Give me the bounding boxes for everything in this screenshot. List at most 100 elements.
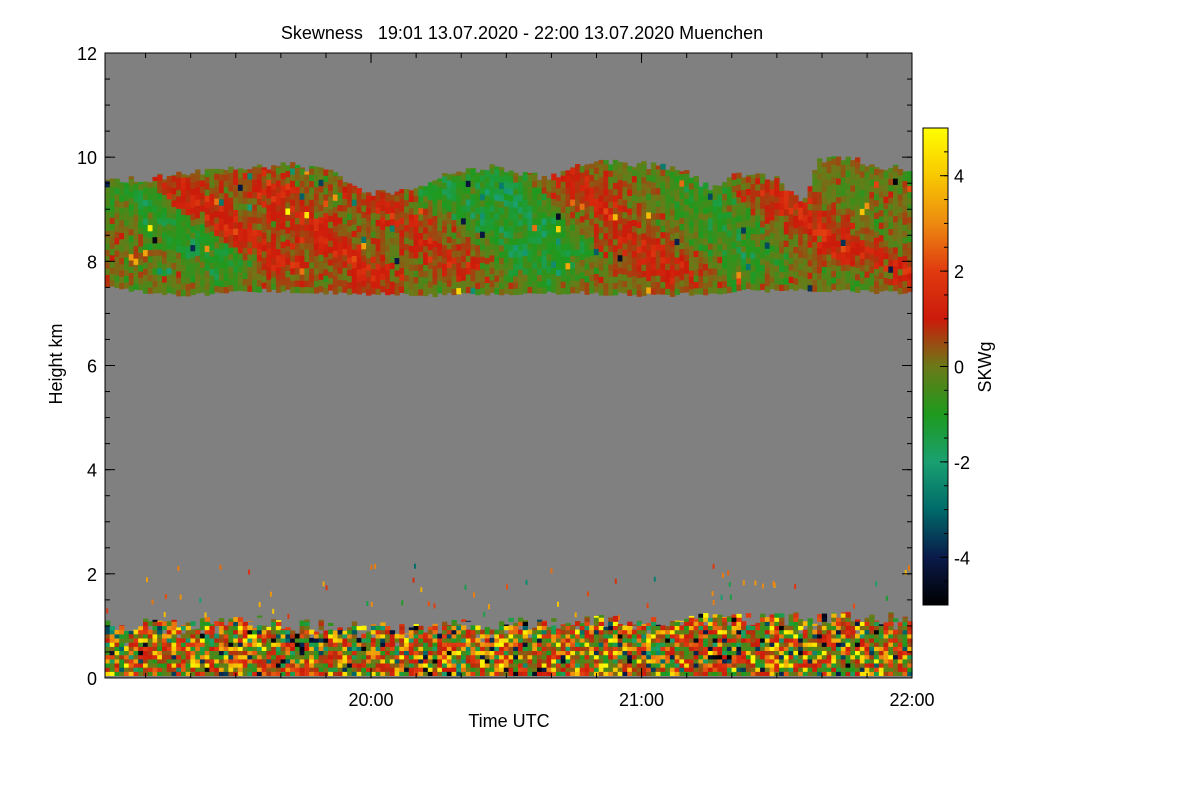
cirrus-cell: [807, 265, 813, 273]
boundary-layer-cell: [570, 633, 576, 639]
boundary-layer-cell: [166, 621, 172, 626]
boundary-layer-cell: [731, 625, 737, 631]
cirrus-cell: [204, 214, 210, 221]
boundary-layer-cell: [399, 667, 405, 672]
boundary-layer-cell: [247, 658, 253, 664]
cirrus-cell: [484, 276, 491, 283]
boundary-layer-cell: [408, 637, 415, 643]
cirrus-cell: [859, 202, 866, 209]
cirrus-cell: [522, 255, 528, 263]
cirrus-cell: [285, 183, 291, 190]
cirrus-cell: [181, 276, 187, 284]
cirrus-cell: [181, 233, 187, 240]
boundary-layer-cell: [299, 662, 305, 668]
boundary-layer-cell: [579, 671, 585, 676]
cirrus-cell: [741, 258, 747, 265]
cirrus-cell: [845, 207, 851, 215]
cirrus-cell: [157, 211, 163, 219]
cirrus-cell: [907, 171, 913, 174]
boundary-layer-cell: [622, 642, 628, 647]
boundary-layer-cell: [584, 633, 590, 639]
boundary-layer-cell: [494, 662, 500, 668]
cirrus-cell: [494, 166, 500, 170]
boundary-layer-cell: [242, 662, 248, 668]
boundary-layer-cell: [726, 667, 733, 672]
cirrus-cell: [584, 213, 590, 220]
boundary-layer-cell: [451, 625, 457, 631]
cirrus-cell: [608, 182, 614, 190]
boundary-layer-cell: [684, 625, 690, 631]
cirrus-cell: [878, 209, 885, 217]
boundary-layer-cell: [688, 667, 695, 672]
cirrus-cell: [309, 193, 315, 200]
cirrus-cell: [527, 248, 533, 256]
boundary-layer-cell: [124, 637, 130, 643]
cirrus-cell: [902, 171, 908, 175]
boundary-layer-cell: [185, 646, 191, 651]
cirrus-cell: [138, 239, 144, 247]
cirrus-cell: [152, 236, 158, 244]
cirrus-cell: [499, 257, 505, 264]
cirrus-cell: [684, 217, 690, 224]
cirrus-cell: [745, 200, 752, 208]
cirrus-cell: [878, 272, 885, 279]
cirrus-cell: [294, 236, 301, 243]
cirrus-cell: [556, 181, 562, 189]
cirrus-cell: [731, 222, 737, 230]
boundary-layer-cell: [684, 667, 690, 672]
boundary-layer-cell: [199, 637, 206, 643]
cirrus-cell: [133, 208, 139, 215]
boundary-layer-cell: [636, 654, 642, 660]
cirrus-cell: [470, 224, 476, 232]
boundary-layer-cell: [370, 658, 377, 664]
boundary-layer-cell: [275, 654, 282, 660]
boundary-layer-cell: [389, 633, 396, 639]
boundary-layer-cell: [237, 621, 244, 626]
boundary-layer-cell: [522, 637, 528, 643]
cirrus-cell: [304, 199, 310, 206]
cirrus-cell: [218, 217, 225, 225]
cirrus-cell: [133, 214, 139, 222]
cirrus-cell: [380, 190, 386, 193]
boundary-layer-cell: [565, 671, 571, 676]
cirrus-cell: [242, 222, 248, 229]
boundary-layer-cell: [280, 671, 286, 676]
cirrus-cell: [826, 197, 832, 205]
boundary-layer-cell: [589, 637, 595, 643]
boundary-layer-cell: [503, 624, 510, 626]
cirrus-cell: [256, 185, 263, 193]
boundary-layer-cell: [655, 629, 661, 635]
cirrus-cell: [736, 209, 742, 216]
cirrus-cell: [294, 223, 301, 231]
boundary-layer-cell: [361, 633, 367, 639]
cirrus-cell: [309, 261, 315, 269]
cirrus-cell: [199, 179, 206, 187]
cirrus-cell: [603, 282, 609, 290]
cirrus-cell: [242, 178, 248, 186]
cirrus-cell: [190, 282, 196, 289]
cirrus-cell: [332, 275, 339, 283]
cirrus-cell: [361, 273, 367, 281]
cirrus-cell: [389, 237, 396, 245]
boundary-layer-cell: [413, 654, 419, 660]
cirrus-cell: [665, 213, 671, 220]
boundary-layer-cell: [152, 646, 158, 651]
boundary-layer-cell: [589, 671, 595, 676]
boundary-layer-cell: [537, 621, 543, 626]
cirrus-cell: [332, 256, 339, 264]
cirrus-cell: [897, 281, 904, 288]
cirrus-cell: [451, 269, 457, 277]
cirrus-cell: [408, 195, 415, 203]
cirrus-cell: [513, 263, 519, 271]
cirrus-cell: [627, 251, 633, 259]
cirrus-cell: [537, 187, 543, 194]
cirrus-cell: [442, 225, 448, 233]
boundary-layer-cell: [646, 625, 652, 631]
boundary-layer-cell: [698, 637, 704, 643]
boundary-layer-cell: [413, 625, 419, 631]
boundary-layer-cell: [665, 629, 671, 635]
boundary-layer-cell: [712, 614, 718, 618]
cirrus-cell: [631, 194, 638, 202]
cirrus-cell: [874, 268, 880, 276]
cirrus-cell: [612, 219, 619, 227]
